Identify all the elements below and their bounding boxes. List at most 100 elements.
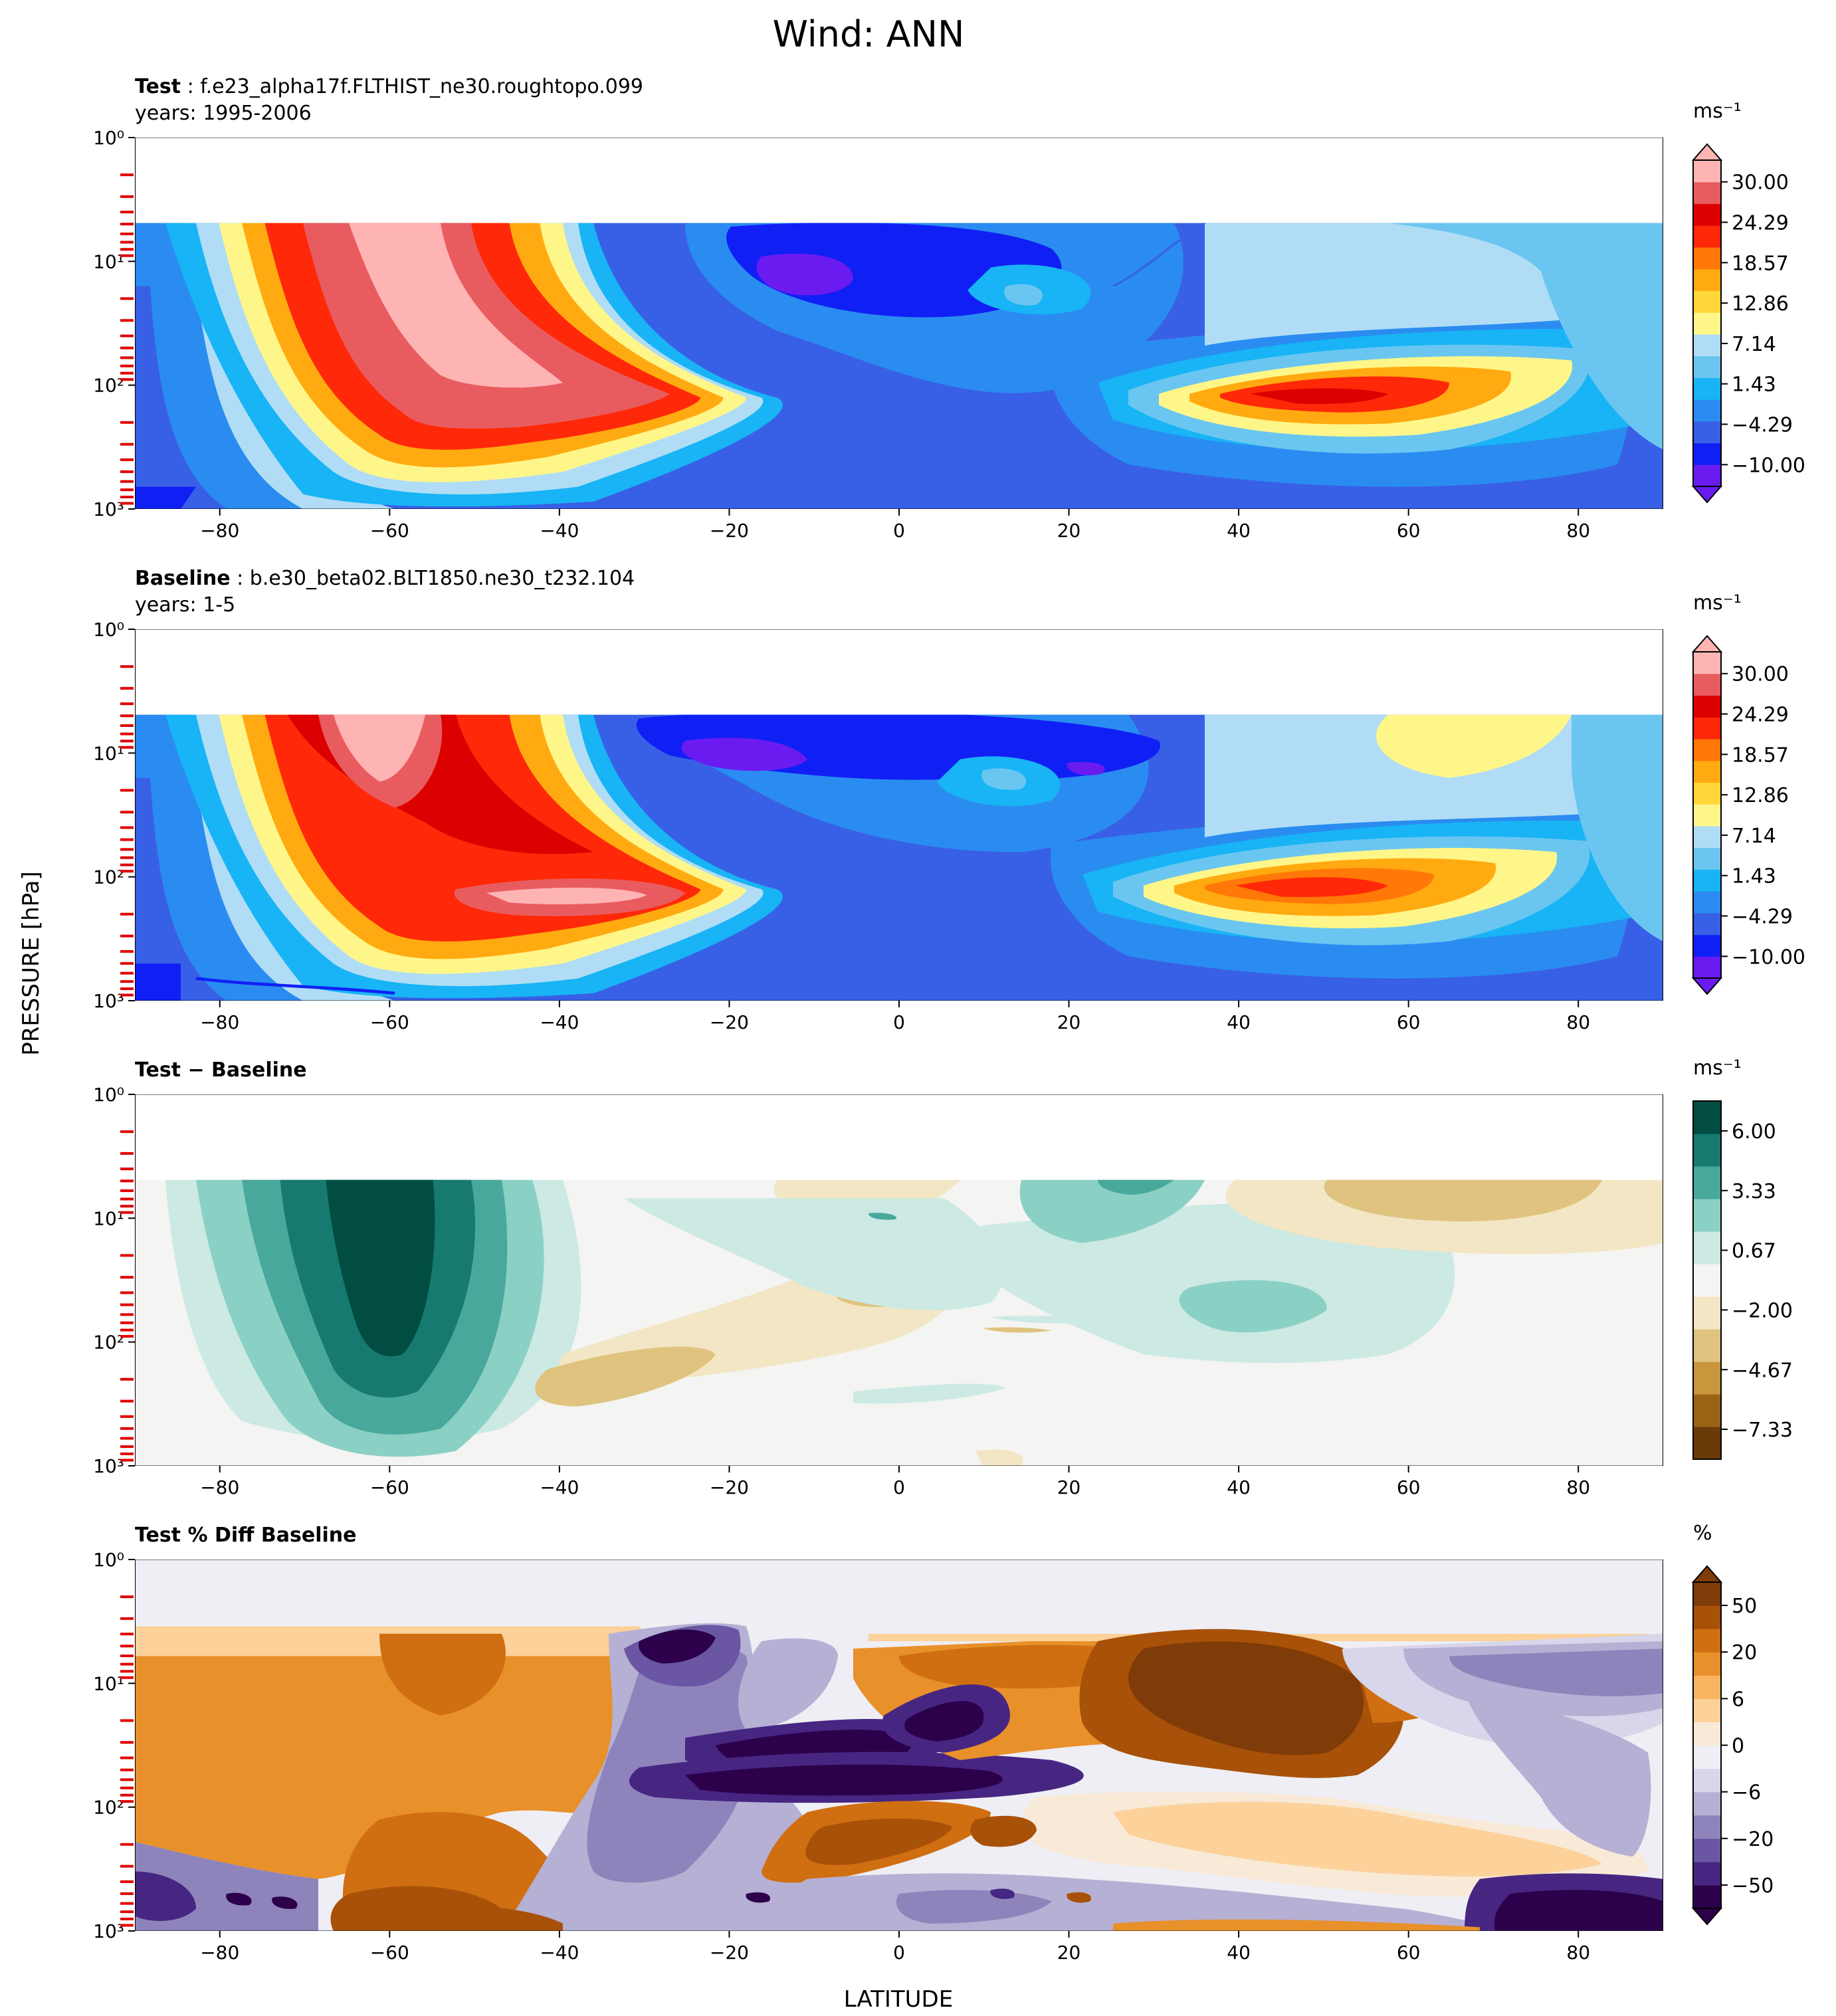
x-tick-label: 80 bbox=[1566, 1942, 1590, 1964]
colorbar-swatch bbox=[1693, 334, 1721, 357]
colorbar-extend-bottom bbox=[1691, 486, 1723, 504]
colorbar-tick-label: 20 bbox=[1732, 1641, 1757, 1664]
colorbar-tick-label: 12.86 bbox=[1732, 784, 1789, 807]
panel-diff-title-bold: Test − Baseline bbox=[135, 1058, 307, 1082]
colorbar-swatch bbox=[1693, 290, 1721, 313]
colorbar-swatch bbox=[1693, 695, 1721, 718]
y-tick-label: 10³ bbox=[93, 990, 124, 1012]
panel-test-plot bbox=[135, 138, 1663, 509]
colorbar-frame bbox=[1692, 1100, 1722, 1460]
x-tick-label: −40 bbox=[540, 1476, 579, 1498]
x-tick-label: 20 bbox=[1057, 1942, 1081, 1964]
colorbar-swatch bbox=[1693, 312, 1721, 335]
colorbar-unit: % bbox=[1693, 1522, 1712, 1545]
colorbar-swatch bbox=[1693, 1861, 1721, 1886]
colorbar-swatch bbox=[1693, 1838, 1721, 1863]
colorbar-tick-label: 18.57 bbox=[1732, 252, 1789, 275]
colorbar-unit: ms⁻¹ bbox=[1693, 100, 1742, 123]
colorbar-tick-label: 30.00 bbox=[1732, 171, 1789, 195]
colorbar-extend-bottom bbox=[1691, 1908, 1723, 1926]
colorbar-swatch bbox=[1693, 1605, 1721, 1629]
panel-test: Test : f.e23_alpha17f.FLTHIST_ne30.rough… bbox=[135, 75, 1663, 509]
colorbar-swatch bbox=[1693, 1166, 1721, 1199]
colorbar-extend-top bbox=[1691, 1565, 1723, 1583]
colorbar-swatch bbox=[1693, 1394, 1721, 1427]
colorbar-swatch bbox=[1693, 399, 1721, 422]
colorbar-swatch bbox=[1693, 804, 1721, 827]
x-tick-label: 20 bbox=[1057, 1011, 1081, 1033]
y-tick-label: 10¹ bbox=[93, 251, 124, 272]
colorbar-swatch bbox=[1693, 1675, 1721, 1699]
x-tick-label: −80 bbox=[200, 1011, 239, 1033]
colorbar-unit: ms⁻¹ bbox=[1693, 1057, 1742, 1080]
x-tick-label: 60 bbox=[1397, 520, 1421, 542]
colorbar-tick-label: −20 bbox=[1732, 1828, 1774, 1851]
colorbar-swatch bbox=[1693, 782, 1721, 805]
colorbar-pctdiff: 50 20 6 0 −6 −20 −50% bbox=[1691, 1522, 1774, 1926]
colorbar-tick-label: 24.29 bbox=[1732, 212, 1789, 235]
x-tick-label: −80 bbox=[200, 520, 239, 542]
colorbar-tick-label: −6 bbox=[1732, 1781, 1761, 1805]
y-tick-label: 10² bbox=[93, 1332, 124, 1354]
colorbar-swatch bbox=[1693, 464, 1721, 487]
colorbar-tick-label: −2.00 bbox=[1732, 1299, 1793, 1322]
x-tick-label: 60 bbox=[1397, 1942, 1421, 1964]
x-tick-label: −20 bbox=[710, 520, 749, 542]
x-tick-label: −80 bbox=[200, 1942, 239, 1964]
axes-test: −80 −60 −40 −20 0 20 40 60 80 10⁰ 10¹ 10² 10³ bbox=[93, 127, 1590, 542]
x-tick-label: 80 bbox=[1566, 1476, 1590, 1498]
y-tick-label: 10⁰ bbox=[93, 1084, 124, 1106]
colorbar-swatch bbox=[1693, 203, 1721, 226]
colorbar-swatch bbox=[1693, 1582, 1721, 1606]
panel-diff-plot bbox=[135, 1094, 1663, 1466]
colorbar-swatch bbox=[1693, 1815, 1721, 1839]
x-tick-label: 60 bbox=[1397, 1476, 1421, 1498]
axes-diff: −80 −60 −40 −20 0 20 40 60 80 10⁰ 10¹ 10² 10³ bbox=[93, 1084, 1590, 1498]
colorbar-tick-label: 7.14 bbox=[1732, 825, 1776, 848]
colorbar-tick-label: 1.43 bbox=[1732, 865, 1776, 888]
colorbar-swatch bbox=[1693, 934, 1721, 957]
colorbar-tick-label: 0.67 bbox=[1732, 1240, 1776, 1263]
x-axis-label: LATITUDE bbox=[844, 1986, 953, 2013]
colorbar-swatch bbox=[1693, 1296, 1721, 1330]
panel-baseline-title: Baseline : b.e30_beta02.BLT1850.ne30_t23… bbox=[135, 567, 635, 590]
panel-test-title: Test : f.e23_alpha17f.FLTHIST_ne30.rough… bbox=[135, 75, 643, 98]
colorbar-tick-label: −10.00 bbox=[1732, 454, 1805, 477]
x-tick-label: 0 bbox=[893, 1011, 905, 1033]
colorbar-swatch bbox=[1693, 1722, 1721, 1746]
y-tick-label: 10⁰ bbox=[93, 1549, 124, 1571]
colorbar-swatch bbox=[1693, 1791, 1721, 1816]
colorbar-extend-top bbox=[1691, 635, 1723, 653]
y-tick-label: 10¹ bbox=[93, 742, 124, 764]
x-tick-label: −80 bbox=[200, 1476, 239, 1498]
x-tick-label: 80 bbox=[1566, 520, 1590, 542]
x-tick-label: −40 bbox=[540, 520, 579, 542]
colorbar-tick-label: 3.33 bbox=[1732, 1180, 1776, 1203]
colorbar-tick-label: 6.00 bbox=[1732, 1120, 1776, 1144]
panel-test-title-rest: : f.e23_alpha17f.FLTHIST_ne30.roughtopo.… bbox=[181, 75, 643, 98]
colorbar-swatch bbox=[1693, 225, 1721, 248]
y-tick-label: 10⁰ bbox=[93, 127, 124, 149]
colorbar-frame bbox=[1692, 159, 1722, 487]
x-tick-label: −60 bbox=[370, 1942, 409, 1964]
colorbar-tick-label: −4.29 bbox=[1732, 413, 1793, 437]
colorbar-swatch bbox=[1693, 443, 1721, 465]
colorbar-swatch bbox=[1693, 760, 1721, 783]
x-tick-label: 40 bbox=[1227, 1011, 1251, 1033]
colorbar-tick-label: 1.43 bbox=[1732, 373, 1776, 397]
colorbar-tick-label: 50 bbox=[1732, 1595, 1757, 1618]
figure-title: Wind: ANN bbox=[773, 13, 965, 55]
colorbar-extend-top bbox=[1691, 143, 1723, 161]
colorbar-frame bbox=[1692, 651, 1722, 979]
colorbar-swatch bbox=[1693, 956, 1721, 979]
colorbar-swatch bbox=[1693, 1329, 1721, 1362]
colorbar-swatch bbox=[1693, 1134, 1721, 1167]
x-tick-label: −40 bbox=[540, 1942, 579, 1964]
axes-baseline: −80 −60 −40 −20 0 20 40 60 80 10⁰ 10¹ 10² 10³ bbox=[93, 619, 1590, 1033]
colorbar-swatch bbox=[1693, 869, 1721, 892]
colorbar-diff: 6.00 3.33 0.67 −2.00 −4.67 −7.33 ms⁻¹ bbox=[1692, 1057, 1793, 1460]
x-tick-label: 0 bbox=[893, 1942, 905, 1964]
panel-baseline: Baseline : b.e30_beta02.BLT1850.ne30_t23… bbox=[135, 567, 1663, 1001]
colorbar-swatch bbox=[1693, 355, 1721, 378]
